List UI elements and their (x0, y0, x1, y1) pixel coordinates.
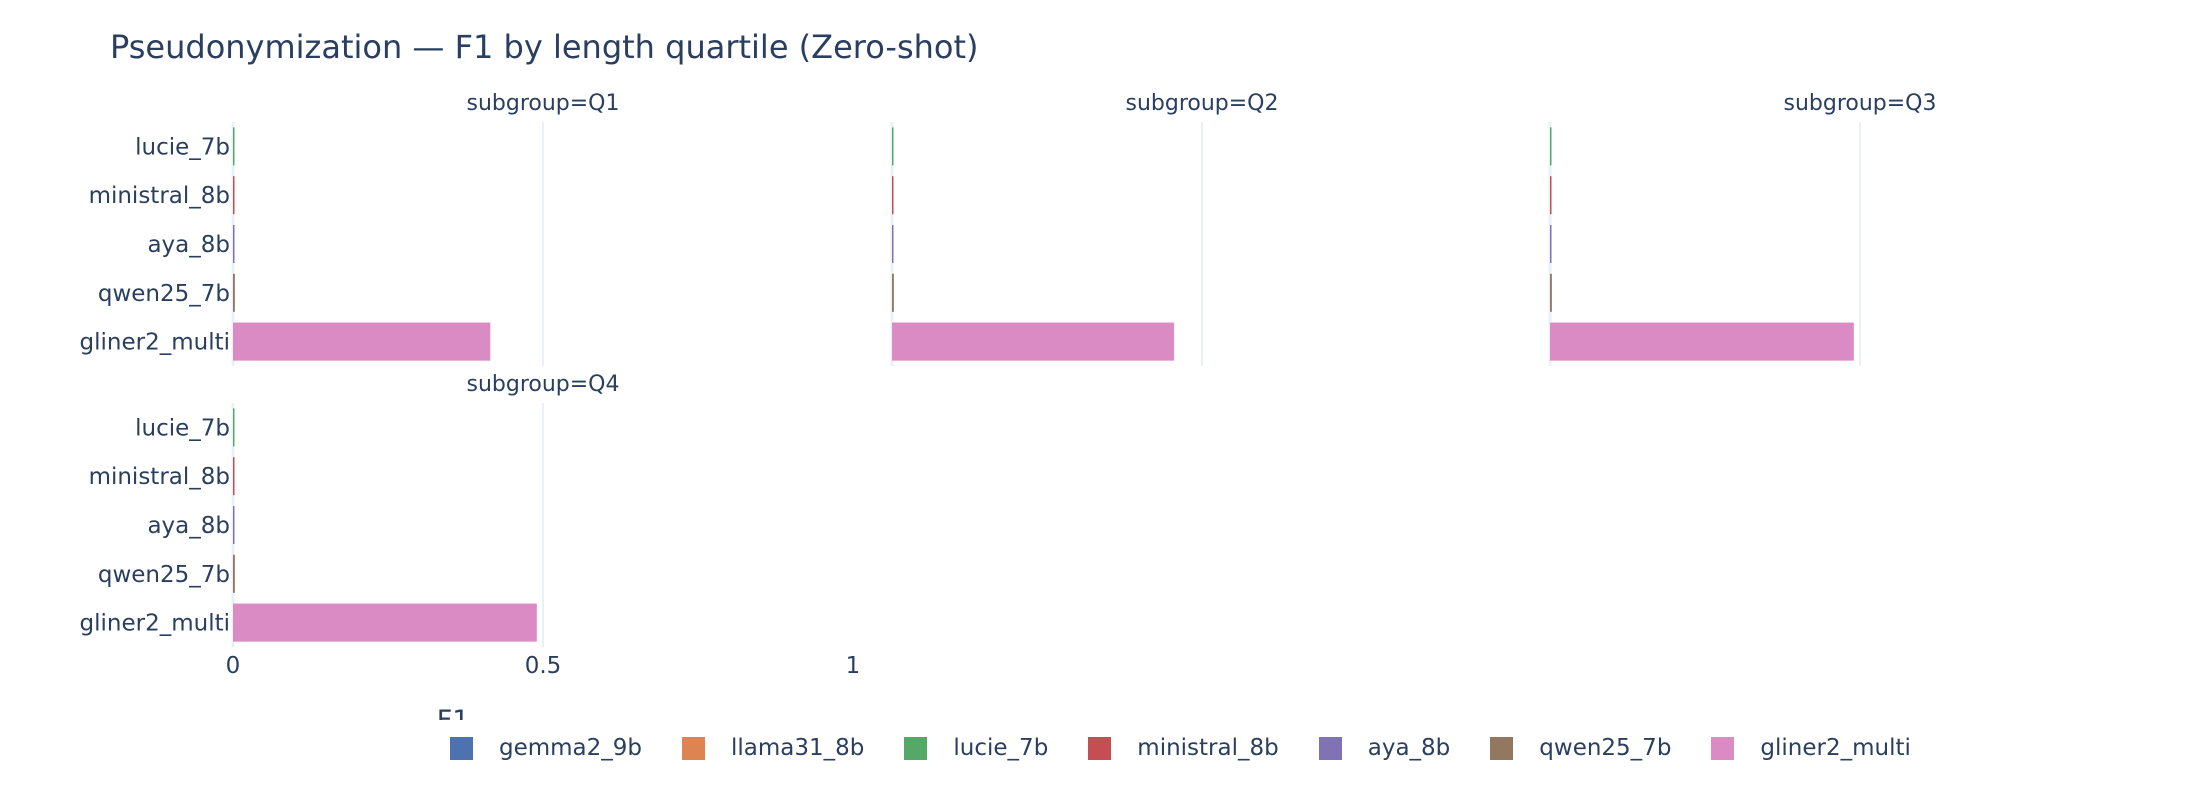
legend-item[interactable]: lucie_7b (904, 735, 1048, 761)
legend-item[interactable]: qwen25_7b (1490, 735, 1671, 761)
bar-gliner2_multi (1550, 322, 1854, 361)
legend-label: llama31_8b (731, 735, 865, 761)
y-tick-label: aya_8b (147, 513, 230, 539)
bar-qwen25_7b (233, 273, 235, 312)
bar-lucie_7b (1550, 127, 1552, 166)
facet-label: subgroup=Q2 (1125, 91, 1278, 116)
legend-item[interactable]: gliner2_multi (1711, 735, 1911, 761)
x-axis-title: F1 (437, 705, 470, 720)
bar-gliner2_multi (233, 603, 537, 642)
facet-label: subgroup=Q1 (466, 91, 619, 116)
legend-item[interactable]: gemma2_9b (450, 735, 642, 761)
legend-label: gliner2_multi (1760, 735, 1911, 761)
legend-swatch (682, 736, 706, 760)
y-tick-label: gliner2_multi (80, 330, 230, 356)
legend-item[interactable]: llama31_8b (682, 735, 864, 761)
chart-title: Pseudonymization — F1 by length quartile… (110, 28, 979, 66)
faceted-bar-chart: subgroup=Q1lucie_7bministral_8baya_8bqwe… (80, 91, 1937, 720)
bar-qwen25_7b (233, 554, 235, 593)
facet-label: subgroup=Q3 (1783, 91, 1936, 116)
y-tick-label: qwen25_7b (98, 281, 230, 307)
bar-ministral_8b (1550, 176, 1552, 215)
y-tick-label: ministral_8b (89, 183, 230, 209)
bar-lucie_7b (233, 408, 235, 447)
bar-ministral_8b (233, 457, 235, 496)
legend-swatch (450, 736, 473, 760)
y-tick-label: ministral_8b (89, 464, 230, 490)
legend-label: ministral_8b (1137, 735, 1279, 761)
bar-qwen25_7b (892, 273, 894, 312)
x-tick-label: 1 (846, 653, 861, 679)
bar-ministral_8b (892, 176, 894, 215)
legend-swatch (1490, 736, 1514, 760)
bar-ministral_8b (233, 176, 235, 215)
bar-aya_8b (1550, 224, 1552, 264)
legend-item[interactable]: aya_8b (1318, 735, 1451, 761)
x-tick-label: 0 (226, 653, 241, 679)
y-tick-label: aya_8b (147, 232, 230, 258)
bar-gliner2_multi (892, 322, 1175, 361)
legend-label: gemma2_9b (499, 735, 643, 761)
bar-qwen25_7b (1550, 273, 1552, 312)
bar-gliner2_multi (233, 322, 491, 361)
legend-swatch (1088, 736, 1112, 760)
legend-label: lucie_7b (953, 735, 1049, 761)
bar-lucie_7b (233, 127, 235, 166)
legend-swatch (1318, 736, 1342, 760)
x-tick-label: 0.5 (525, 653, 562, 679)
facet-label: subgroup=Q4 (466, 372, 619, 397)
legend-swatch (904, 736, 928, 760)
legend-label: qwen25_7b (1539, 735, 1672, 761)
y-tick-label: qwen25_7b (98, 562, 230, 588)
bar-lucie_7b (892, 127, 894, 166)
legend-item[interactable]: ministral_8b (1088, 735, 1279, 761)
y-tick-label: gliner2_multi (80, 611, 230, 637)
y-tick-label: lucie_7b (135, 415, 230, 441)
y-tick-label: lucie_7b (135, 134, 230, 160)
bar-aya_8b (233, 224, 235, 264)
bar-aya_8b (233, 505, 235, 545)
legend: gemma2_9b llama31_8b lucie_7b ministral_8b a… (450, 735, 1951, 761)
legend-label: aya_8b (1367, 735, 1451, 761)
bar-aya_8b (892, 224, 894, 264)
legend-swatch (1711, 736, 1735, 760)
